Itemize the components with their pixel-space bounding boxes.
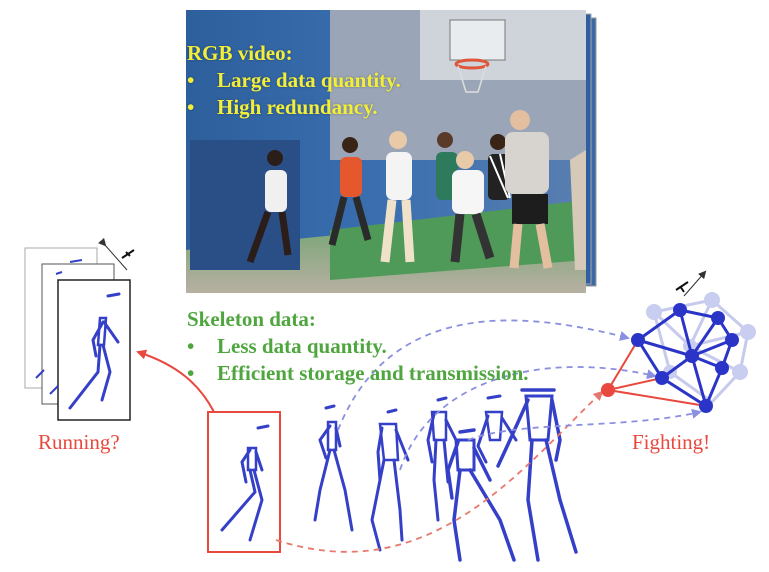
rgb-video-stack (186, 10, 597, 293)
skeleton-bullet-2: • Efficient storage and transmission. (187, 361, 529, 385)
fighting-label: Fighting! (632, 430, 711, 454)
skeleton-running-figure (68, 292, 121, 410)
graph-network-icon (601, 270, 756, 413)
rgb-title: RGB video: (187, 41, 293, 65)
rgb-bullet-1: • Large data quantity. (187, 68, 401, 92)
skeleton-bullet-1: • Less data quantity. (187, 334, 387, 358)
skeleton-text-block: Skeleton data: • Less data quantity. • Eff… (187, 306, 529, 387)
blue-dashed-arrows (337, 319, 702, 471)
rgb-bullet-2: • High redundancy. (187, 95, 378, 119)
rgb-video-frame (186, 10, 586, 293)
skeleton-sequence (220, 388, 578, 562)
time-axis-icon (98, 237, 128, 271)
running-label: Running? (38, 430, 120, 454)
skeleton-frame-stack (24, 237, 135, 421)
skeleton-title: Skeleton data: (187, 307, 316, 331)
rgb-text-block: RGB video: • Large data quantity. • High r… (187, 40, 401, 121)
highlight-box (207, 411, 281, 553)
players (246, 110, 586, 270)
red-arrow (136, 349, 215, 413)
